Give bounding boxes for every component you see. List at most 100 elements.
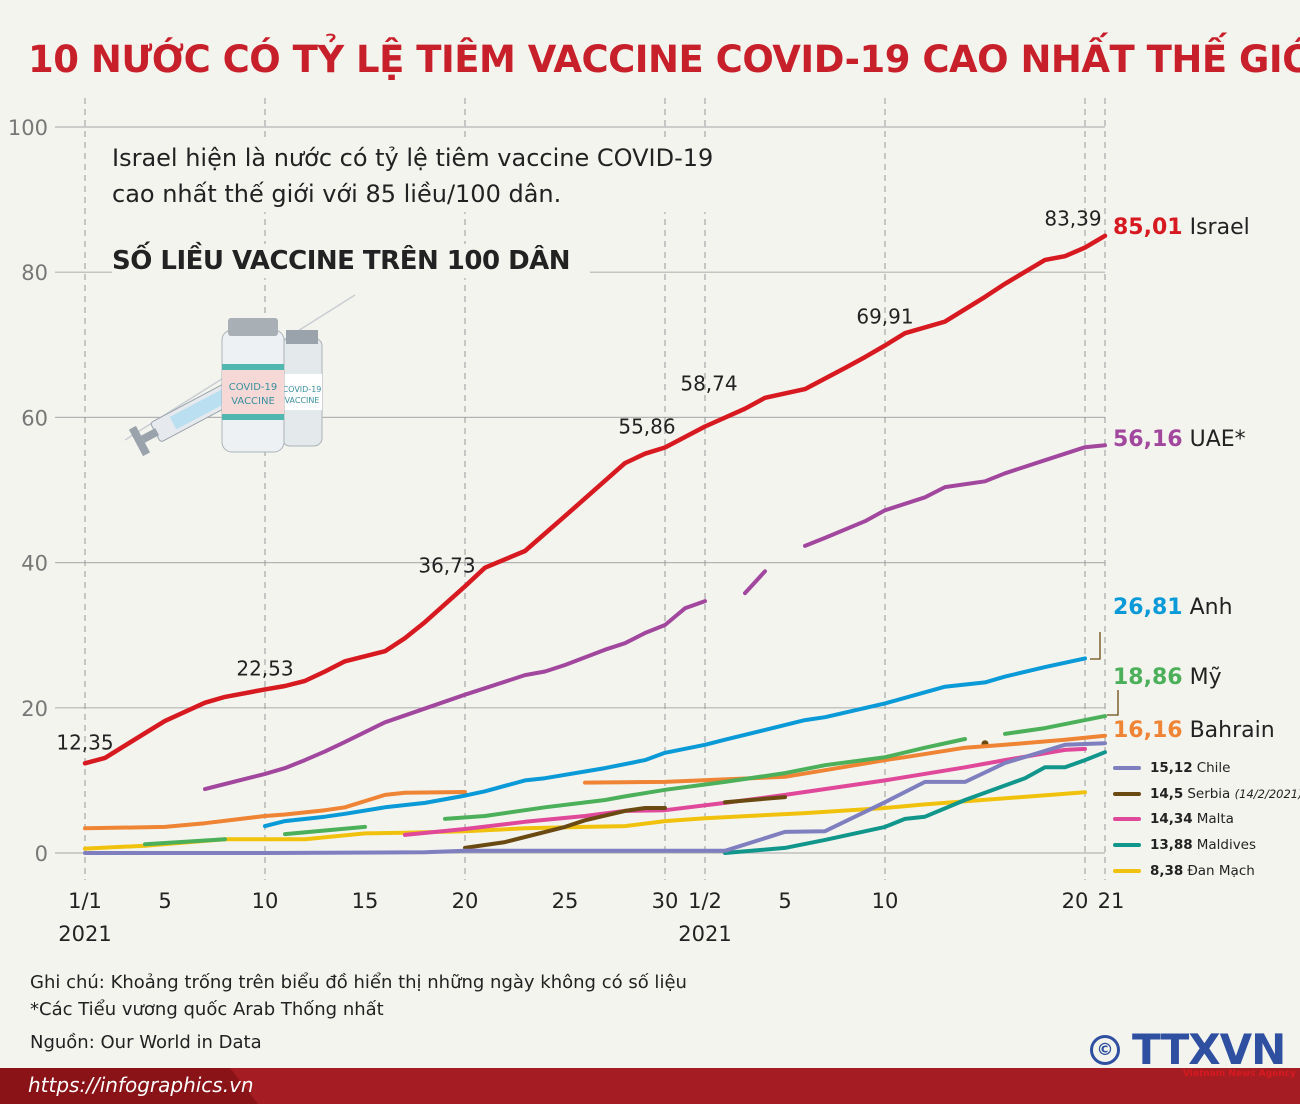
legend-note: (14/2/2021) (1234, 787, 1300, 801)
data-label: 55,86 (618, 414, 675, 438)
legend-item-serbia: 14,5 Serbia (14/2/2021) (1113, 786, 1300, 802)
series-line-serbia (723, 795, 787, 805)
series-line-chile (83, 741, 1107, 855)
end-label-my: 18,86 Mỹ (1113, 665, 1222, 690)
y-tick-label: 0 (35, 842, 48, 866)
series-line-m- (1003, 714, 1107, 736)
series-line-maldives (723, 750, 1107, 855)
x-tick-label: 30 (652, 889, 679, 913)
end-value: 16,16 (1113, 718, 1183, 743)
series-line-bahrain (83, 790, 467, 831)
intro-line-2: cao nhất thế giới với 85 liều/100 dân. (112, 180, 562, 208)
y-tick-label: 40 (21, 552, 48, 576)
x-tick-label: 10 (872, 889, 899, 913)
source: Nguồn: Our World in Data (30, 1032, 262, 1053)
x-tick-label: 25 (552, 889, 579, 913)
y-tick-label: 60 (21, 406, 48, 430)
vial-text: COVID-19 (229, 382, 278, 393)
vial-text: VACCINE (285, 396, 320, 405)
legend-value: 15,12 (1150, 760, 1193, 776)
country-name: Israel (1189, 215, 1250, 240)
legend-swatch (1113, 843, 1141, 847)
copyright-icon: © (1090, 1035, 1120, 1065)
x-tick-label: 1/1 (68, 889, 102, 913)
y-axis-ticks: 0 20 40 60 80 100 (8, 116, 48, 866)
x-tick-label: 15 (352, 889, 379, 913)
legend-item-chile: 15,12 Chile (1113, 760, 1231, 776)
data-label: 69,91 (856, 304, 913, 328)
x-tick-label: 5 (158, 889, 171, 913)
note-gaps: Ghi chú: Khoảng trống trên biểu đồ hiển … (30, 972, 687, 993)
x-tick-label: 10 (252, 889, 279, 913)
legend-label: Malta (1196, 811, 1234, 827)
x-tick-label: 21 (1098, 889, 1125, 913)
series-line-m- (143, 837, 227, 847)
data-label: 12,35 (56, 730, 113, 754)
country-name: Anh (1189, 595, 1233, 620)
series-line-uae- (203, 599, 707, 792)
end-value: 18,86 (1113, 665, 1183, 690)
series-line-uae- (803, 443, 1107, 548)
legend-label: Serbia (1187, 786, 1231, 802)
intro-line-1: Israel hiện là nước có tỷ lệ tiêm vaccin… (112, 144, 714, 172)
x-tick-year: 2021 (58, 922, 111, 946)
data-label: 58,74 (680, 372, 737, 396)
vial-text: VACCINE (231, 396, 275, 407)
legend-item-dan-mach: 8,38 Đan Mạch (1113, 863, 1255, 879)
footer-url-band (0, 1068, 258, 1104)
note-uae: *Các Tiểu vương quốc Arab Thống nhất (30, 999, 384, 1020)
vial-text: COVID-19 (283, 385, 322, 394)
legend-value: 8,38 (1150, 863, 1184, 879)
legend-swatch (1113, 792, 1141, 796)
x-tick-label: 1/2 (688, 889, 722, 913)
chart-title: SỐ LIỀU VACCINE TRÊN 100 DÂN (112, 244, 591, 278)
end-value: 56,16 (1113, 427, 1183, 452)
end-label-israel: 85,01 Israel (1113, 215, 1250, 240)
end-label-bahrain: 16,16 Bahrain (1113, 718, 1275, 743)
y-tick-label: 20 (21, 697, 48, 721)
legend-value: 14,5 (1150, 786, 1184, 802)
anh-connector (1090, 632, 1101, 660)
ttxvn-logo-subtitle: Vietnam News Agency (1183, 1069, 1296, 1079)
ttxvn-logo: TTXVN (1132, 1025, 1286, 1074)
series-line-bahrain (583, 733, 1107, 785)
country-name: Bahrain (1189, 718, 1275, 743)
label-connectors (1090, 632, 1119, 716)
legend-label: Maldives (1196, 837, 1257, 853)
x-tick-label: 20 (1062, 889, 1089, 913)
end-value: 26,81 (1113, 595, 1183, 620)
legend-swatch (1113, 817, 1141, 821)
vaccine-vial-icon-back: COVID-19 VACCINE (281, 330, 323, 447)
x-tick-label: 20 (452, 889, 479, 913)
series-lines (82, 233, 1108, 855)
series-line-anh (263, 656, 1087, 829)
data-label: 83,39 (1044, 207, 1101, 231)
bahrain-connector (1107, 690, 1119, 716)
country-name: Mỹ (1189, 665, 1222, 690)
end-label-anh: 26,81 Anh (1113, 595, 1233, 620)
legend-value: 14,34 (1150, 811, 1193, 827)
data-label: 22,53 (236, 656, 293, 680)
x-tick-year: 2021 (678, 922, 731, 946)
y-tick-label: 80 (21, 261, 48, 285)
legend-value: 13,88 (1150, 837, 1193, 853)
vaccine-vial-icon: COVID-19 VACCINE (221, 318, 285, 453)
series-line-uae- (743, 569, 767, 596)
legend-label: Chile (1196, 760, 1231, 776)
series-line-m- (443, 737, 967, 821)
series-line-israel (82, 233, 1108, 766)
end-value: 85,01 (1113, 215, 1183, 240)
legend-item-malta: 14,34 Malta (1113, 811, 1234, 827)
end-label-uae: 56,16 UAE* (1113, 427, 1246, 452)
series-line-serbia (463, 806, 667, 850)
legend-item-maldives: 13,88 Maldives (1113, 837, 1256, 853)
intro-text: Israel hiện là nước có tỷ lệ tiêm vaccin… (112, 140, 720, 212)
legend-label: Đan Mạch (1187, 863, 1255, 879)
x-tick-label: 5 (778, 889, 791, 913)
data-label: 36,73 (418, 553, 475, 577)
website-link[interactable]: https://infographics.vn (28, 1073, 254, 1097)
y-tick-label: 100 (8, 116, 48, 140)
country-name: UAE* (1189, 427, 1246, 452)
